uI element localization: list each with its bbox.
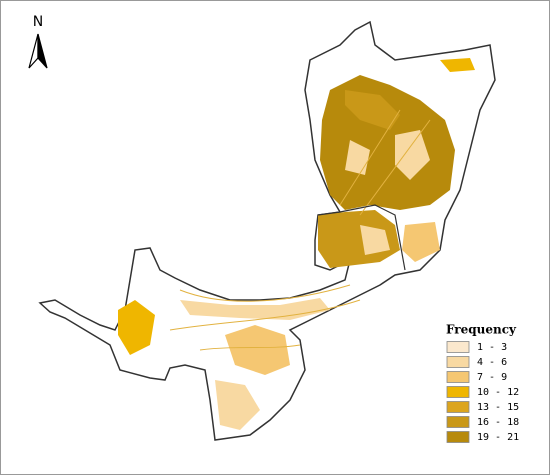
legend-label: 1 - 3 bbox=[477, 342, 507, 353]
freq-patch bbox=[180, 298, 330, 320]
freq-patch bbox=[360, 225, 390, 255]
freq-patch bbox=[345, 140, 370, 175]
legend-swatch bbox=[446, 431, 470, 443]
north-label: N bbox=[33, 14, 43, 30]
legend-swatch bbox=[446, 416, 470, 428]
legend-swatch bbox=[446, 371, 470, 383]
freq-patch bbox=[215, 380, 260, 430]
legend-swatch bbox=[446, 356, 470, 368]
legend-swatch bbox=[446, 401, 470, 413]
freq-patch bbox=[318, 210, 400, 268]
legend-label: 10 - 12 bbox=[477, 387, 519, 398]
legend-label: 4 - 6 bbox=[477, 357, 507, 368]
legend-label: 13 - 15 bbox=[477, 402, 519, 413]
legend-swatch bbox=[446, 341, 470, 353]
sub-boundary bbox=[317, 204, 406, 271]
freq-patch bbox=[395, 130, 430, 180]
study-area bbox=[38, 20, 496, 441]
legend-label: 19 - 21 bbox=[477, 432, 519, 443]
freq-patch bbox=[440, 58, 475, 72]
legend-label: 16 - 18 bbox=[477, 417, 519, 428]
arrow-right bbox=[37, 33, 48, 69]
freq-patch bbox=[118, 300, 155, 355]
legend-label: 7 - 9 bbox=[477, 372, 507, 383]
legend: Frequency 1 - 3 4 - 6 7 - 9 10 - 12 13 - 15 1… bbox=[446, 323, 519, 444]
freq-patch bbox=[225, 325, 290, 375]
legend-title: Frequency bbox=[446, 323, 517, 337]
north-arrow: N bbox=[28, 14, 48, 69]
legend-swatch bbox=[446, 386, 470, 398]
freq-patch bbox=[402, 222, 440, 262]
contour-line bbox=[169, 109, 431, 351]
freq-patch bbox=[345, 90, 400, 130]
